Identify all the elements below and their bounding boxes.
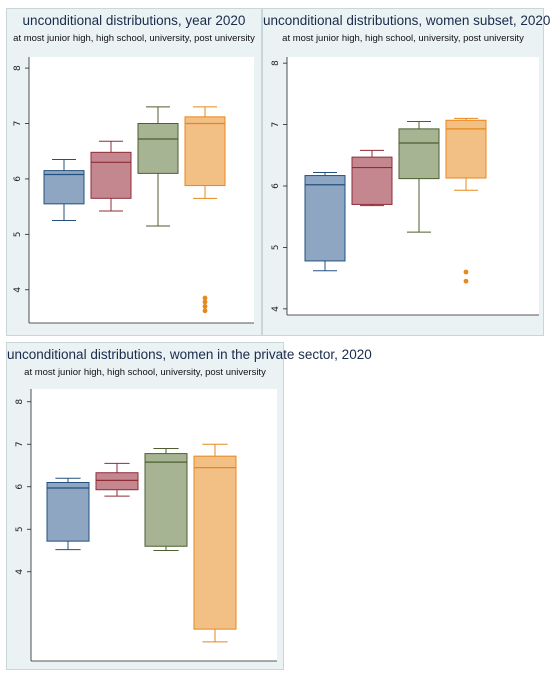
outlier-point [202, 303, 208, 309]
box-plot: 4 5 6 7 8 [271, 57, 539, 316]
outlier-point [202, 299, 208, 305]
box-plot: 4 5 6 7 8 [15, 389, 277, 662]
outlier-point [202, 295, 208, 301]
y-tick-label: 4 [13, 287, 23, 293]
box [95, 472, 139, 491]
chart-title: unconditional distributions, year 2020 [22, 13, 246, 28]
outlier-point [202, 308, 208, 314]
chart-title: unconditional distributions, women in th… [7, 347, 372, 362]
box [144, 453, 188, 547]
y-tick-label: 5 [13, 231, 23, 237]
chart-subtitle: at most junior high, high school, univer… [24, 367, 266, 378]
y-tick-label: 5 [271, 245, 281, 251]
y-tick-label: 7 [15, 441, 25, 447]
y-tick-label: 5 [15, 526, 25, 532]
y-tick-label: 7 [13, 121, 23, 127]
y-tick-label: 8 [15, 399, 25, 405]
chart-subtitle: at most junior high, high school, univer… [282, 33, 524, 44]
box [137, 123, 179, 174]
y-tick-label: 8 [13, 65, 23, 71]
y-tick-label: 7 [271, 122, 281, 128]
y-tick-label: 6 [271, 183, 281, 189]
y-tick-label: 6 [15, 484, 25, 490]
box [43, 170, 85, 205]
box [184, 116, 226, 187]
chart-panel-3: unconditional distributions, women in th… [6, 342, 372, 670]
box [46, 482, 90, 542]
y-tick-label: 4 [271, 306, 281, 312]
chart-panel-2: unconditional distributions, women subse… [262, 8, 550, 336]
y-tick-label: 8 [271, 60, 281, 66]
box-plot: 4 5 6 7 8 [13, 57, 254, 324]
box [351, 156, 393, 205]
box [398, 128, 440, 180]
box [445, 119, 487, 179]
chart-panel-1: unconditional distributions, year 2020 a… [6, 8, 262, 336]
box [90, 151, 132, 199]
outlier-point [463, 269, 469, 275]
chart-title: unconditional distributions, women subse… [263, 13, 550, 28]
outlier-point [463, 278, 469, 284]
chart-subtitle: at most junior high, high school, univer… [13, 33, 255, 44]
box [193, 455, 237, 630]
box [304, 175, 346, 262]
y-tick-label: 6 [13, 176, 23, 182]
y-tick-label: 4 [15, 569, 25, 575]
